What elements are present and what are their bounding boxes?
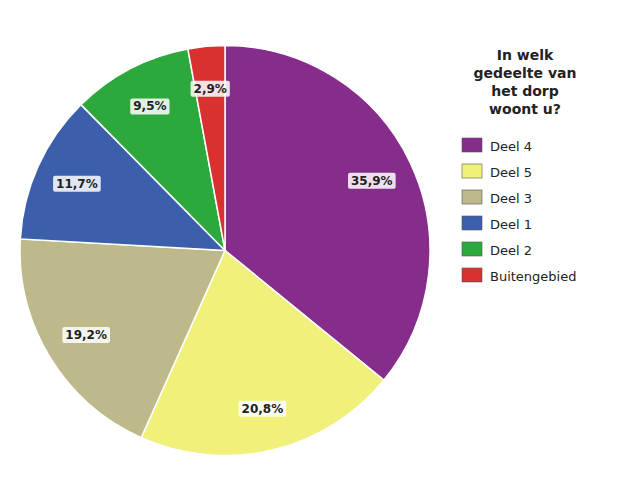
slices xyxy=(20,46,430,456)
legend-title-line: het dorp xyxy=(491,83,559,99)
data-label-background xyxy=(239,401,287,417)
data-label: 20,8% xyxy=(242,402,284,416)
legend-entry: Deel 1 xyxy=(490,217,532,232)
data-label-group: 35,9% xyxy=(348,173,396,189)
chart-container: 35,9% 20,8% 19,2% 11,7% 9,5% 2,9% In welk gedee… xyxy=(0,0,626,501)
legend-entry: Deel 2 xyxy=(490,243,532,258)
legend-swatch xyxy=(462,138,482,152)
legend: In welk gedeelte van het dorp woont u? Deel … xyxy=(462,47,576,284)
legend-entry: Deel 4 xyxy=(490,139,532,154)
data-label-group: 9,5% xyxy=(130,98,169,114)
data-label: 19,2% xyxy=(65,328,107,342)
data-label: 11,7% xyxy=(56,177,98,191)
legend-entry: Buitengebied xyxy=(490,269,576,284)
legend-swatch xyxy=(462,164,482,178)
data-label-group: 2,9% xyxy=(191,81,230,97)
legend-title-line: gedeelte van xyxy=(474,65,577,81)
legend-entry: Deel 3 xyxy=(490,191,532,206)
data-label-background xyxy=(53,176,101,192)
data-label-background xyxy=(62,327,110,343)
data-label: 9,5% xyxy=(133,99,166,113)
legend-title-line: woont u? xyxy=(489,101,561,117)
slice xyxy=(20,239,225,438)
data-labels: 35,9% 20,8% 19,2% 11,7% 9,5% 2,9% xyxy=(53,81,396,417)
chart: 35,9% 20,8% 19,2% 11,7% 9,5% 2,9% In welk gedee… xyxy=(0,0,626,501)
legend-title: In welk gedeelte van het dorp woont u? xyxy=(474,47,577,117)
data-label: 35,9% xyxy=(351,174,393,188)
data-label-background xyxy=(348,173,396,189)
legend-swatch xyxy=(462,216,482,230)
data-label: 2,9% xyxy=(194,82,227,96)
data-label-group: 19,2% xyxy=(62,327,110,343)
legend-swatch xyxy=(462,190,482,204)
legend-title-line: In welk xyxy=(497,47,554,63)
data-label-background xyxy=(191,81,230,97)
data-label-group: 20,8% xyxy=(239,401,287,417)
data-label-background xyxy=(130,98,169,114)
legend-swatch xyxy=(462,242,482,256)
legend-swatch xyxy=(462,268,482,282)
data-label-group: 11,7% xyxy=(53,176,101,192)
legend-entry: Deel 5 xyxy=(490,165,532,180)
slice xyxy=(188,46,225,251)
